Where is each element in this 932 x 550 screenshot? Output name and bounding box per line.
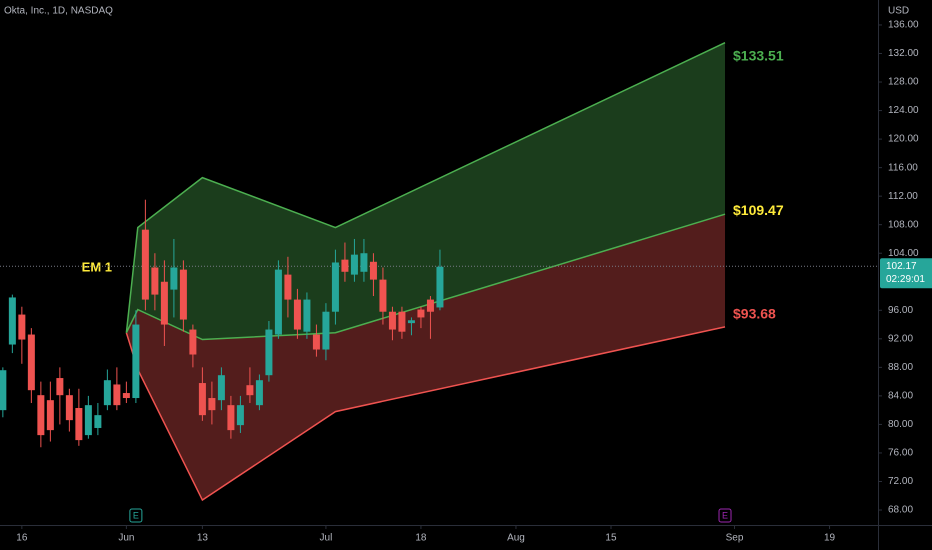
- candle-body: [170, 267, 178, 290]
- x-tick-label: 19: [824, 533, 836, 544]
- band-label: $93.68: [733, 306, 776, 322]
- band-label: $133.51: [733, 47, 784, 63]
- x-tick-label: 18: [415, 533, 427, 544]
- candle-body: [398, 311, 406, 332]
- candle-body: [341, 259, 349, 272]
- candle-body: [379, 279, 387, 312]
- x-tick-label: 15: [605, 533, 617, 544]
- candle-body: [189, 329, 197, 355]
- candle-body: [18, 314, 26, 340]
- y-tick-label: 128.00: [888, 77, 919, 88]
- candle-body: [132, 324, 140, 399]
- y-tick-label: 104.00: [888, 248, 919, 259]
- candle-body: [27, 334, 35, 391]
- y-tick-label: 72.00: [888, 476, 913, 487]
- y-tick-label: 88.00: [888, 362, 913, 373]
- y-tick-label: 76.00: [888, 448, 913, 459]
- y-tick-label: 68.00: [888, 505, 913, 516]
- y-tick-label: 116.00: [888, 162, 918, 173]
- candle-body: [274, 269, 282, 335]
- x-tick-label: Sep: [726, 533, 744, 544]
- candle-body: [388, 311, 396, 330]
- candle-body: [369, 261, 377, 280]
- mid-band-line: [125, 213, 726, 341]
- candle-body: [217, 375, 225, 401]
- y-tick-label: 80.00: [888, 419, 913, 430]
- annotation: EM 1: [82, 259, 112, 274]
- candle-body: [113, 384, 121, 406]
- y-tick-label: 96.00: [888, 305, 913, 316]
- x-tick-label: Jul: [320, 533, 333, 544]
- candle-body: [436, 266, 444, 308]
- countdown-label: 02:29:01: [886, 274, 925, 285]
- candle-body: [284, 274, 292, 300]
- candle-body: [303, 299, 311, 332]
- y-tick-label: 84.00: [888, 391, 913, 402]
- y-tick-label: 132.00: [888, 48, 919, 59]
- candle-body: [360, 253, 368, 272]
- candle-body: [84, 405, 92, 436]
- candle-body: [122, 393, 130, 399]
- candle-body: [65, 395, 73, 421]
- candle-body: [255, 380, 263, 406]
- candle-body: [227, 405, 235, 431]
- candle-body: [426, 299, 434, 312]
- candle-body: [293, 299, 301, 330]
- candle-body: [151, 267, 159, 295]
- y-tick-label: 92.00: [888, 333, 913, 344]
- candle-body: [37, 395, 45, 436]
- candle-body: [265, 329, 273, 376]
- upper-band-line: [125, 42, 726, 333]
- candle-body: [417, 309, 425, 318]
- last-price-box: [880, 258, 932, 289]
- y-tick-label: 108.00: [888, 219, 919, 230]
- currency: USD: [888, 6, 909, 17]
- candle-body: [322, 311, 330, 350]
- candle-body: [236, 405, 244, 426]
- x-tick-label: 13: [197, 533, 209, 544]
- candle-body: [312, 334, 320, 350]
- y-tick-label: 120.00: [888, 134, 919, 145]
- event-label: E: [722, 510, 728, 520]
- candle-body: [179, 269, 187, 320]
- last-price-label: 102.17: [886, 261, 917, 272]
- chart-title: Okta, Inc., 1D, NASDAQ: [4, 6, 113, 17]
- candle-body: [246, 385, 254, 396]
- candle-body: [0, 370, 7, 411]
- event-marker: [129, 508, 143, 523]
- candle-body: [8, 297, 16, 345]
- candle-body: [75, 408, 83, 441]
- candle-body: [350, 254, 358, 275]
- candle-body: [94, 415, 102, 428]
- y-tick-label: 136.00: [888, 20, 919, 31]
- event-label: E: [133, 510, 139, 520]
- candle-body: [46, 400, 54, 431]
- x-tick-label: 16: [16, 533, 28, 544]
- candle-body: [407, 320, 415, 324]
- candle-body: [198, 383, 206, 416]
- lower-band-fill: [126, 214, 726, 501]
- candle-body: [160, 281, 168, 325]
- candle-body: [331, 262, 339, 312]
- event-marker: [718, 508, 732, 523]
- band-label: $109.47: [733, 202, 784, 218]
- y-tick-label: 124.00: [888, 105, 919, 116]
- candle-body: [208, 398, 216, 411]
- upper-band-fill: [126, 42, 726, 340]
- candle-body: [56, 378, 64, 396]
- x-tick-label: Jun: [118, 533, 134, 544]
- y-tick-label: 112.00: [888, 191, 918, 202]
- x-tick-label: Aug: [507, 533, 525, 544]
- candle-body: [141, 229, 149, 300]
- candle-body: [103, 380, 111, 406]
